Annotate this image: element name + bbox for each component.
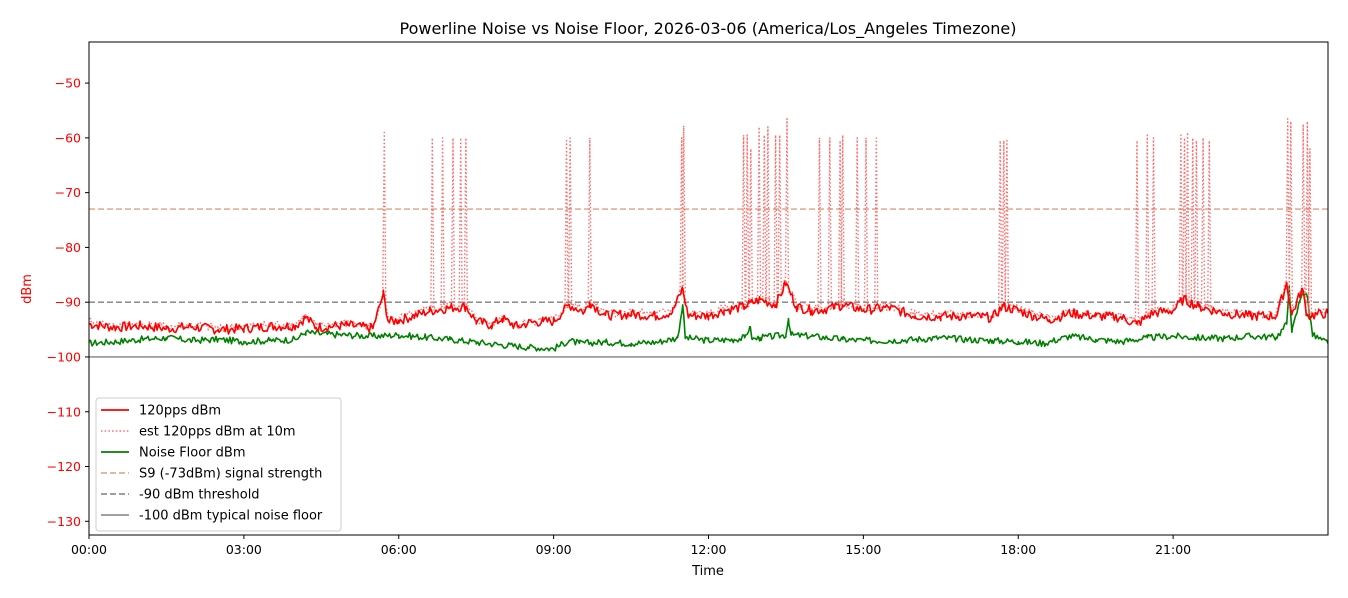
legend-label: 120pps dBm: [139, 404, 221, 419]
y-tick-label: −130: [47, 514, 81, 529]
y-tick-label: −100: [47, 349, 81, 364]
est-spike: [587, 137, 592, 303]
legend: 120pps dBm est 120pps dBm at 10m Noise Flo…: [95, 397, 342, 532]
est-spike: [827, 137, 833, 309]
series-line-noise-floor: [89, 285, 1328, 352]
x-tick-label: 21:00: [1155, 542, 1191, 557]
y-tick-label: −50: [55, 76, 81, 91]
x-axis-label: Time: [691, 564, 724, 579]
est-spike: [450, 137, 456, 308]
est-spike: [1301, 123, 1306, 295]
est-spike: [756, 126, 762, 300]
legend-box: [95, 397, 342, 532]
est-spike: [1001, 139, 1006, 307]
est-spike: [1151, 137, 1156, 314]
legend-label: est 120pps dBm at 10m: [139, 425, 296, 440]
est-spike: [1288, 120, 1294, 309]
legend-label: -100 dBm typical noise floor: [139, 509, 323, 524]
x-tick-label: 06:00: [381, 542, 417, 557]
est-spike: [777, 134, 782, 297]
y-tick-label: −120: [47, 459, 81, 474]
est-spike: [430, 137, 435, 311]
y-tick-label: −90: [55, 295, 81, 310]
est-spike: [681, 125, 686, 294]
x-axis: 00:00 03:00 06:00 09:00 12:00 15:00 18:00 21:00: [71, 535, 1191, 557]
est-spike: [1305, 120, 1310, 316]
est-spike: [817, 137, 822, 310]
est-spike: [837, 139, 843, 306]
est-spike: [679, 137, 684, 291]
legend-label: -90 dBm threshold: [139, 488, 260, 503]
est-spike: [1185, 131, 1190, 302]
est-spike: [854, 137, 860, 309]
est-spike: [741, 134, 746, 307]
x-tick-label: 15:00: [845, 542, 881, 557]
est-spike: [863, 137, 869, 310]
est-spike: [1285, 118, 1290, 290]
est-spike: [1004, 139, 1010, 308]
chart-title: Powerline Noise vs Noise Floor, 2026-03-…: [400, 19, 1017, 39]
y-tick-label: −70: [55, 185, 81, 200]
est-spike: [1194, 139, 1199, 306]
series-line-est-baseline: [89, 278, 1328, 333]
est-spike: [458, 137, 463, 307]
x-tick-label: 09:00: [536, 542, 572, 557]
est-spike: [440, 137, 445, 309]
est-spike: [1200, 137, 1206, 308]
est-spike: [762, 134, 767, 301]
plot-area: [89, 118, 1328, 358]
est-spike: [765, 126, 771, 303]
est-spike: [382, 131, 387, 300]
series-line-120pps: [89, 281, 1328, 335]
y-tick-label: −60: [55, 130, 81, 145]
y-axis-label: dBm: [20, 274, 35, 304]
est-spike: [567, 137, 573, 306]
est-spike: [463, 137, 469, 307]
legend-label: S9 (-73dBm) signal strength: [139, 467, 322, 482]
legend-label: Noise Floor dBm: [139, 446, 246, 461]
est-spike: [564, 139, 569, 308]
x-tick-label: 00:00: [71, 542, 107, 557]
x-tick-label: 12:00: [690, 542, 726, 557]
est-spike: [748, 148, 754, 304]
est-spike: [874, 137, 879, 309]
est-spike: [997, 139, 1003, 310]
est-spike: [840, 134, 845, 305]
est-spike: [1178, 134, 1184, 303]
est-spike: [1182, 137, 1187, 300]
y-axis: −50 −60 −70 −80 −90 −100 −110 −120 −130: [47, 76, 89, 529]
y-tick-label: −110: [47, 404, 81, 419]
x-tick-label: 03:00: [226, 542, 262, 557]
est-spike: [1134, 139, 1140, 325]
est-spike: [1145, 134, 1150, 317]
y-tick-label: −80: [55, 240, 81, 255]
est-spike: [1307, 148, 1313, 316]
est-spike: [773, 134, 778, 305]
x-tick-label: 18:00: [1000, 542, 1036, 557]
est-spike: [784, 118, 790, 286]
est-spike: [1207, 139, 1212, 310]
est-spike: [1190, 137, 1195, 304]
est-spike: [745, 134, 750, 306]
